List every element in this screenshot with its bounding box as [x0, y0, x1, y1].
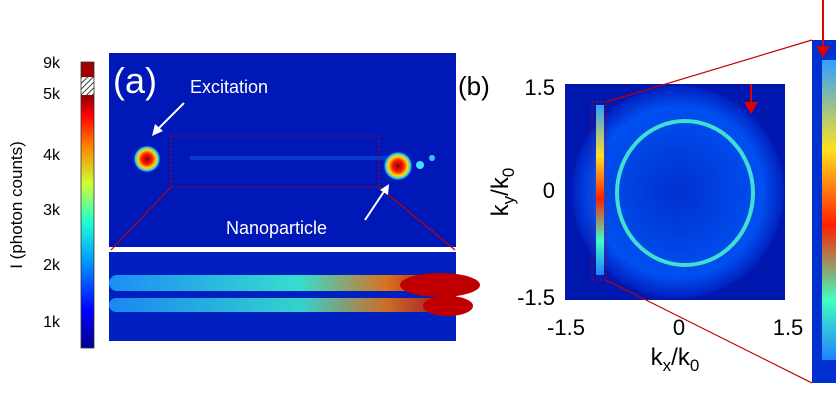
colorbar-tick-label: 5k [43, 86, 61, 103]
y-axis-label: ky/k0 [487, 168, 518, 217]
label-part: k [651, 344, 664, 371]
arrowhead [816, 46, 830, 58]
zoom-background [109, 252, 456, 341]
hot-region [400, 273, 480, 297]
speckle [429, 155, 435, 161]
colorbar-hatch [81, 77, 94, 95]
panel-label: (b) [458, 71, 490, 101]
panel-a-zoom [109, 252, 480, 341]
x-tick-label: 0 [673, 315, 685, 340]
annotation: Excitation [190, 77, 268, 97]
panel-b-image [565, 39, 813, 384]
colorbar-tick-label: 3k [43, 202, 61, 219]
colorbar-ticks: 9k 5k 4k 3k 2k 1k [43, 55, 61, 331]
streak [109, 298, 456, 312]
speckle [416, 161, 424, 169]
x-tick-label: -1.5 [547, 315, 585, 340]
y-tick-label: 0 [543, 178, 555, 203]
panel-label: (a) [113, 60, 157, 101]
annotation: Nanoparticle [226, 218, 327, 238]
zoom-line [110, 186, 172, 251]
image-background [109, 53, 456, 247]
colorbar-gradient [81, 95, 94, 348]
nanoparticle-spot [383, 151, 413, 181]
colorbar [80, 61, 95, 349]
arrow [155, 102, 185, 132]
zoom-box [170, 135, 380, 188]
panel-b-ticks: 1.5 0 -1.5 -1.5 0 1.5 [517, 75, 803, 340]
label-part: /k [671, 344, 691, 371]
y-tick-label: -1.5 [517, 285, 555, 310]
edge-streak [822, 60, 836, 360]
panel-a-image [109, 53, 456, 251]
colorbar-frame [80, 61, 95, 349]
label-sub: y [499, 195, 518, 204]
label-part: k [487, 203, 514, 216]
arrowhead [152, 124, 163, 136]
zoom-line [605, 279, 813, 384]
streak [109, 275, 456, 291]
label-part: /k [487, 176, 514, 196]
x-tick-label: 1.5 [773, 315, 804, 340]
arrowhead [744, 102, 758, 114]
label-sub: x [663, 356, 672, 375]
label-sub: 0 [690, 356, 699, 375]
y-tick-label: 1.5 [524, 75, 555, 100]
colorbar-tick-label: 9k [43, 55, 61, 72]
arrow [364, 189, 386, 221]
colorbar-tick-label: 1k [43, 314, 61, 331]
faint-streak [190, 156, 390, 160]
excitation-spot [133, 145, 161, 173]
label-sub: 0 [499, 168, 518, 177]
colorbar-tick-label: 2k [43, 257, 61, 274]
edge-streak [596, 105, 604, 275]
hot-region [423, 296, 473, 316]
colorbar-top [81, 62, 94, 77]
colorbar-label: I (photon counts) [7, 141, 26, 269]
panel-b-zoom [812, 0, 836, 383]
ring [615, 119, 755, 267]
zoom-line [605, 39, 813, 103]
colorbar-tick-label: 4k [43, 147, 61, 164]
zoom-line [378, 186, 456, 251]
arrowhead [380, 184, 389, 195]
x-axis-label: kx/k0 [651, 344, 700, 375]
